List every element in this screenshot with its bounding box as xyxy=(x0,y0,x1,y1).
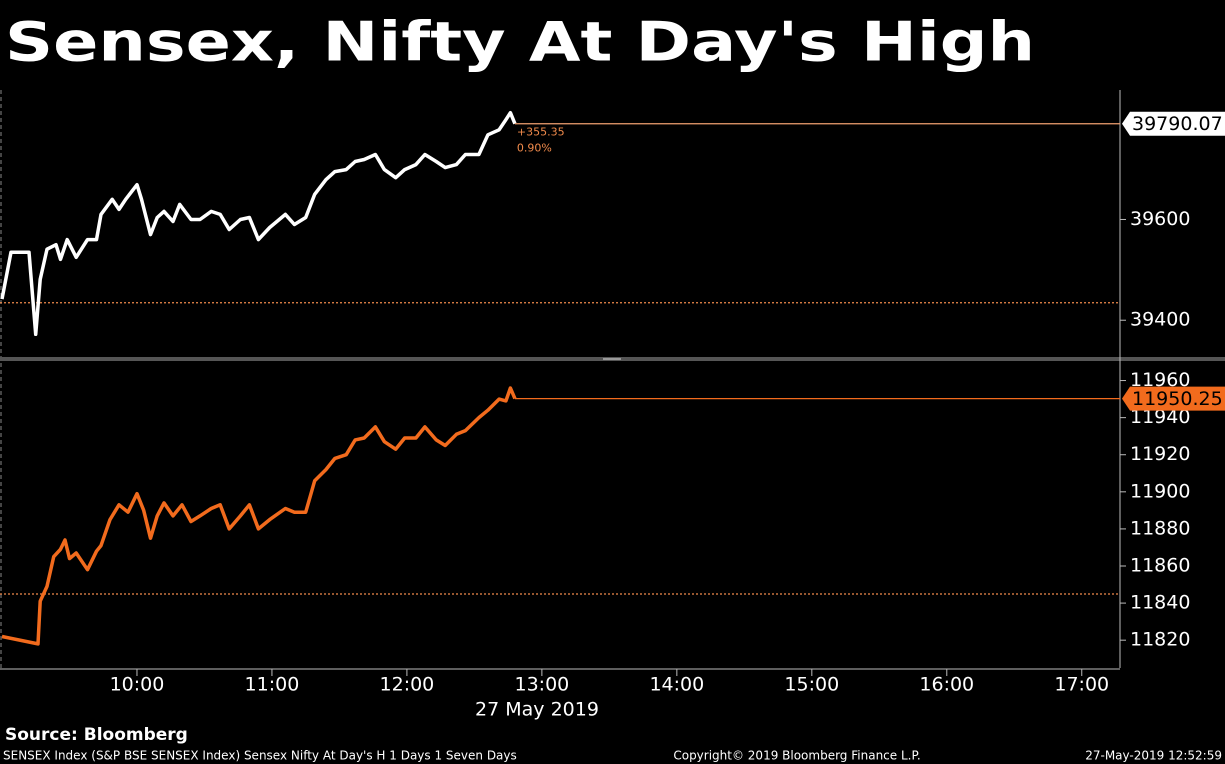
y-tick-label: 39600 xyxy=(1130,208,1190,230)
y-tick-label: 11960 xyxy=(1130,369,1190,391)
last-value-box xyxy=(1122,111,1225,136)
chart-title: Sensex, Nifty At Day's High xyxy=(5,11,1035,74)
x-tick-label: 10:00 xyxy=(110,674,165,696)
change-annotation: 0.90% xyxy=(517,142,552,155)
x-tick-label: 13:00 xyxy=(514,674,569,696)
series-line xyxy=(1,386,517,646)
y-tick-label: 11840 xyxy=(1130,592,1190,614)
y-tick-label: 11920 xyxy=(1130,443,1190,465)
x-tick-label: 15:00 xyxy=(784,674,839,696)
footer-right: 27-May-2019 12:52:59 xyxy=(1085,749,1222,763)
last-value-label: 11950.25 xyxy=(1132,388,1223,410)
footer-left: SENSEX Index (S&P BSE SENSEX Index) Sens… xyxy=(3,749,517,763)
x-tick-label: 14:00 xyxy=(649,674,704,696)
x-tick-label: 17:00 xyxy=(1054,674,1109,696)
y-tick-label: 11820 xyxy=(1130,629,1190,651)
y-tick-label: 11880 xyxy=(1130,517,1190,539)
separator-handle xyxy=(603,358,621,360)
y-tick-label: 11900 xyxy=(1130,480,1190,502)
change-annotation: +355.35 xyxy=(517,126,565,139)
series-line xyxy=(0,110,517,337)
footer-center: Copyright© 2019 Bloomberg Finance L.P. xyxy=(673,749,920,763)
last-value-box xyxy=(1122,386,1225,411)
x-tick-label: 16:00 xyxy=(919,674,974,696)
y-tick-label: 11940 xyxy=(1130,406,1190,428)
y-tick-label: 11860 xyxy=(1130,555,1190,577)
x-axis-label: 27 May 2019 xyxy=(475,699,599,721)
last-value-label: 39790.07 xyxy=(1132,113,1223,135)
x-tick-label: 12:00 xyxy=(380,674,435,696)
x-tick-label: 11:00 xyxy=(245,674,300,696)
source: Source: Bloomberg xyxy=(5,725,188,745)
y-tick-label: 39400 xyxy=(1130,309,1190,331)
